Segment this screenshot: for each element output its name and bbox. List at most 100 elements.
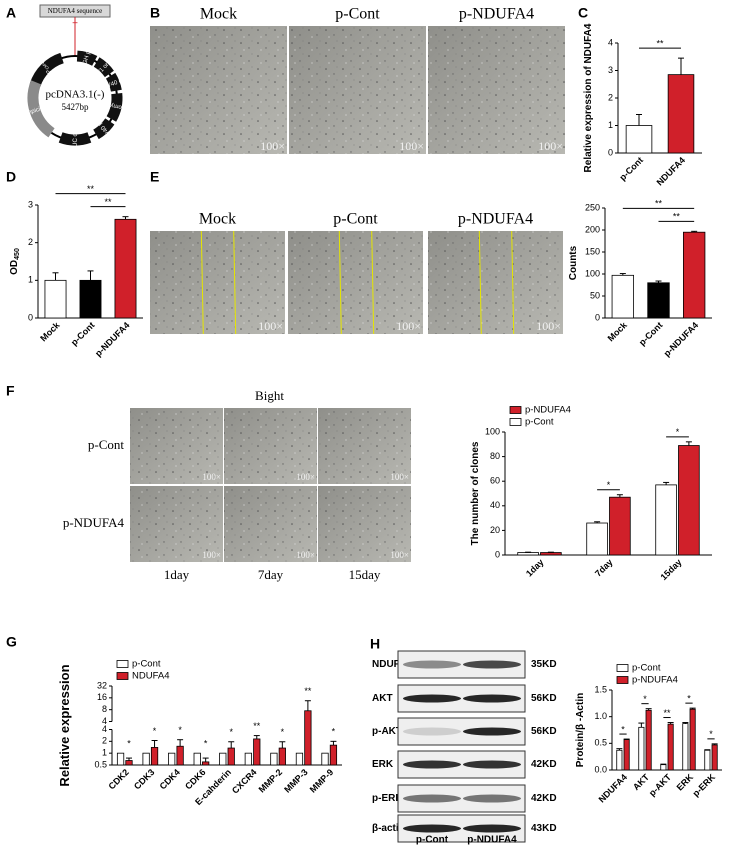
significance-label: **: [253, 721, 261, 731]
legend-swatch: [116, 660, 129, 668]
significance-label: **: [673, 212, 681, 222]
y-tick-label: 250: [585, 202, 600, 212]
magnification: 100×: [538, 139, 563, 153]
y-tick-label: 1: [608, 120, 613, 130]
y-tick-label: 8: [102, 704, 107, 714]
feature-arrow: [27, 80, 55, 138]
x-tick-label: p-NDUFA4: [662, 320, 701, 359]
scratch-edge: [200, 230, 204, 335]
row-label: p-Cont: [88, 437, 125, 452]
y-tick-label: 2: [608, 92, 613, 102]
error-bar: [660, 763, 667, 765]
bar: [116, 752, 125, 766]
bar: [540, 552, 562, 556]
y-axis-label: OD450: [9, 248, 21, 275]
significance-label: **: [655, 199, 663, 209]
legend-swatch: [509, 406, 522, 414]
significance-label: *: [687, 694, 691, 704]
error-bar: [304, 700, 311, 711]
blot-band: [463, 760, 521, 769]
y-tick-label: 0.5: [594, 738, 607, 748]
magnification: 100×: [296, 550, 315, 560]
y-tick-label: 3: [608, 65, 613, 75]
panel-letter: G: [6, 634, 17, 650]
y-tick-label: 50: [590, 290, 600, 300]
y-tick-label: 0: [595, 312, 600, 322]
bar: [295, 752, 304, 766]
panel-letter: B: [150, 5, 160, 21]
legend-label: p-Cont: [632, 663, 661, 674]
significance-label: *: [281, 727, 285, 737]
micrograph-texture: [130, 486, 223, 562]
y-tick-label: 1.0: [594, 711, 607, 721]
y-axis-label: Counts: [568, 245, 579, 280]
error-bar: [87, 270, 94, 281]
magnification: 100×: [396, 319, 421, 333]
error-bar: [691, 230, 698, 233]
magnification: 100×: [390, 550, 409, 560]
panel-letter: C: [578, 5, 588, 21]
insert-label: NDUFA4 sequence: [48, 7, 103, 15]
error-bar: [202, 757, 209, 762]
blot-band: [403, 727, 461, 736]
bar: [586, 522, 608, 556]
y-axis-label-text: Relative expression: [57, 664, 72, 786]
significance-label: *: [127, 739, 131, 749]
y-tick-label: 20: [490, 525, 500, 535]
y-tick-label: 1: [102, 748, 107, 758]
error-bar: [619, 273, 626, 276]
y-tick-label: 0: [495, 549, 500, 559]
error-bar: [52, 272, 59, 281]
scratch-edge: [233, 230, 237, 335]
column-label: 1day: [164, 567, 190, 582]
feature-arrow: [92, 118, 115, 140]
x-tick-label: CXCR4: [230, 767, 259, 796]
x-tick-label: CDK4: [158, 767, 182, 791]
x-tick-label: 15day: [658, 557, 683, 582]
micrograph-texture: [318, 486, 411, 562]
x-tick-label: MMP-9: [308, 767, 336, 795]
blot-band: [463, 694, 521, 703]
x-tick-label: CDK2: [106, 767, 130, 791]
error-bar: [623, 738, 630, 740]
y-axis-label-text: Counts: [568, 245, 579, 280]
significance-label: *: [621, 724, 625, 734]
y-tick-label: 2: [102, 736, 107, 746]
bar: [616, 749, 623, 771]
y-tick-label: 1.5: [594, 684, 607, 694]
magnification: 100×: [399, 139, 424, 153]
bar: [150, 747, 159, 766]
protein-label: p-AKT: [372, 726, 402, 737]
bar: [660, 764, 667, 771]
feature-label: Neomycin: [103, 100, 130, 111]
x-tick-label: p-ERK: [691, 772, 718, 799]
bar: [638, 726, 645, 771]
y-tick-label: 1: [28, 275, 33, 285]
bar: [321, 752, 329, 766]
x-tick-label: NDUFA4: [655, 155, 688, 188]
bar: [329, 744, 338, 766]
magnification: 100×: [202, 550, 221, 560]
lane-label: p-NDUFA4: [467, 835, 517, 846]
significance-label: *: [332, 727, 336, 737]
y-tick-label: 16: [97, 692, 107, 702]
y-tick-label: 80: [490, 451, 500, 461]
y-tick-label: 40: [490, 500, 500, 510]
y-axis-label-subscript: 450: [14, 248, 21, 260]
blot-band: [463, 660, 521, 669]
y-axis-label: Relative expression: [57, 664, 72, 786]
legend-label: NDUFA4: [132, 671, 169, 682]
scratch-edge: [478, 230, 482, 335]
significance-label: **: [656, 39, 664, 49]
y-tick-label: 60: [490, 476, 500, 486]
x-tick-label: CDK3: [132, 767, 156, 791]
y-tick-label: 0.0: [594, 764, 607, 774]
x-tick-label: Mock: [38, 319, 62, 343]
significance-label: **: [304, 686, 312, 696]
plasmid-name: pcDNA3.1(-): [46, 89, 105, 101]
x-tick-label: 1day: [524, 557, 546, 579]
y-tick-label: 32: [97, 680, 107, 690]
protein-label: p-ERK: [372, 793, 403, 804]
feature-name: BGH pA: [81, 46, 93, 69]
scratch-edge: [338, 230, 342, 335]
